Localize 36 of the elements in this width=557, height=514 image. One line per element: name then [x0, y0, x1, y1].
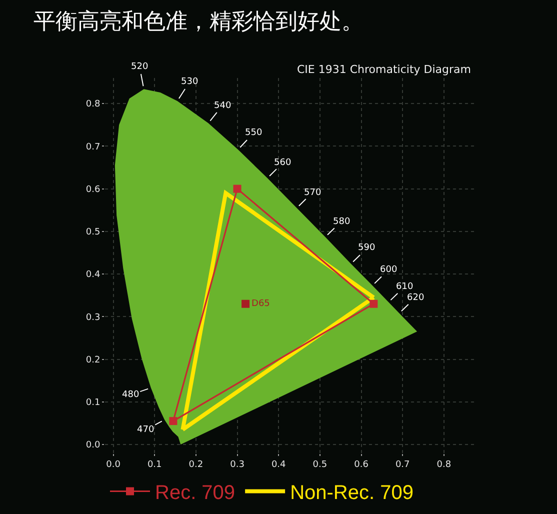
x-tick-label: 0.8: [436, 460, 452, 470]
annotation: 520: [131, 62, 148, 72]
y-tick-label: 0.7: [86, 142, 100, 152]
annotation: 480: [122, 390, 140, 400]
annotation: 600: [380, 265, 398, 275]
annotation: 590: [358, 243, 376, 253]
y-tick-label: 0.3: [86, 312, 100, 323]
legend-label: Non-Rec. 709: [290, 482, 414, 504]
y-tick-label: 0.1: [86, 398, 100, 408]
annotation: 570: [304, 188, 322, 198]
x-tick-label: 0.5: [312, 460, 328, 470]
x-tick-label: 0.4: [271, 460, 286, 470]
x-tick-label: 0.0: [106, 460, 121, 470]
annotation: 560: [274, 158, 292, 168]
annotation: 540: [214, 101, 232, 111]
chart-title: 平衡高亮和色准，精彩恰到好处。: [33, 10, 364, 35]
x-tick-label: 0.7: [395, 460, 410, 470]
annotation: 530: [181, 77, 198, 87]
x-tick-label: 0.1: [147, 460, 162, 470]
y-tick-label: 0.8: [86, 100, 100, 110]
y-tick-label: 0.5: [86, 228, 100, 238]
legend-label: Rec. 709: [155, 482, 236, 504]
annotation: 470: [137, 425, 154, 435]
y-tick-label: 0.4: [86, 270, 100, 280]
x-tick-label: 0.2: [188, 460, 204, 470]
annotation: 610: [396, 282, 414, 292]
x-tick-label: 0.3: [230, 460, 244, 470]
y-tick-label: 0.6: [86, 184, 100, 195]
chart-subtitle: CIE 1931 Chromaticity Diagram: [297, 63, 472, 76]
y-tick-label: 0.2: [86, 355, 100, 366]
y-tick-label: 0.0: [86, 440, 100, 451]
annotation: 550: [245, 128, 262, 138]
series-label: D65: [252, 299, 270, 310]
annotation: 580: [333, 217, 350, 227]
annotation: 620: [407, 293, 424, 303]
x-tick-label: 0.6: [354, 460, 369, 470]
